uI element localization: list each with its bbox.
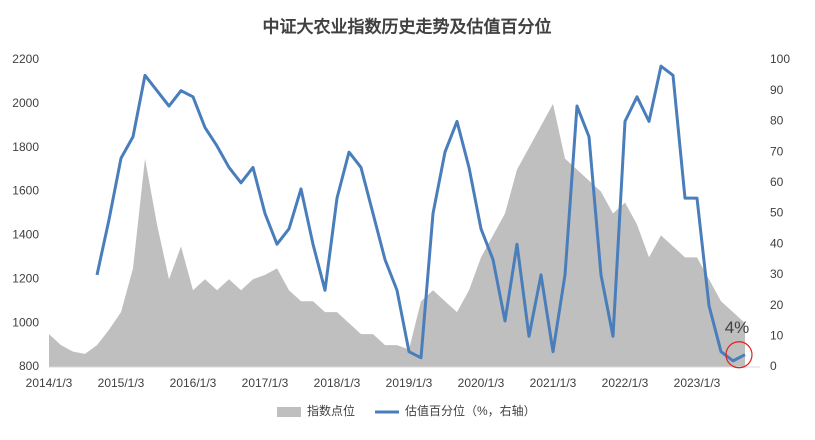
- y-tick-label: 2000: [12, 96, 39, 110]
- x-tick-label: 2015/1/3: [98, 376, 145, 390]
- y2-tick-label: 90: [770, 83, 784, 97]
- x-tick-label: 2017/1/3: [242, 376, 289, 390]
- y-tick-label: 1200: [12, 271, 39, 285]
- y2-tick-label: 50: [770, 206, 784, 220]
- legend-label: 估值百分位（%，右轴）: [405, 403, 536, 418]
- x-tick-label: 2022/1/3: [602, 376, 649, 390]
- y2-tick-label: 0: [770, 359, 777, 373]
- x-tick-label: 2019/1/3: [386, 376, 433, 390]
- y2-tick-label: 70: [770, 144, 784, 158]
- y2-tick-label: 10: [770, 328, 784, 342]
- y2-tick-label: 30: [770, 267, 784, 281]
- x-tick-label: 2020/1/3: [458, 376, 505, 390]
- legend-label: 指数点位: [307, 403, 355, 418]
- legend-swatch: [277, 407, 301, 417]
- valuation-line: [95, 64, 746, 363]
- y-tick-label: 1600: [12, 184, 39, 198]
- x-tick-label: 2014/1/3: [26, 376, 73, 390]
- y2-tick-label: 100: [770, 52, 790, 66]
- y-tick-label: 1800: [12, 140, 39, 154]
- y2-tick-label: 60: [770, 175, 784, 189]
- annotation-circle: [725, 341, 753, 369]
- x-tick-label: 2018/1/3: [314, 376, 361, 390]
- y-tick-label: 1400: [12, 228, 39, 242]
- y2-tick-label: 20: [770, 298, 784, 312]
- chart-title: 中证大农业指数历史走势及估值百分位: [263, 16, 552, 36]
- y-tick-label: 1000: [12, 315, 39, 329]
- x-tick-label: 2016/1/3: [170, 376, 217, 390]
- annotation: 4%: [725, 318, 750, 337]
- y2-tick-label: 80: [770, 114, 784, 128]
- y-tick-label: 2200: [12, 52, 39, 66]
- index-area: [49, 103, 745, 367]
- y-tick-label: 800: [19, 359, 39, 373]
- x-tick-label: 2023/1/3: [674, 376, 721, 390]
- y2-tick-label: 40: [770, 236, 784, 250]
- x-tick-label: 2021/1/3: [530, 376, 577, 390]
